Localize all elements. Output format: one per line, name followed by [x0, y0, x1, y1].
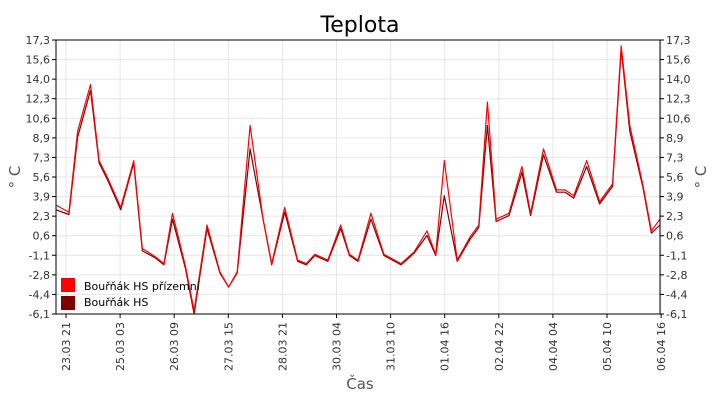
x-tick-label: 25.03 03	[114, 322, 127, 371]
grid-lines	[56, 40, 662, 314]
y-axis-label-left: ° C	[6, 166, 24, 189]
y-tick-label-left: -1,1	[29, 249, 50, 262]
x-tick-label: 28.03 21	[276, 322, 289, 371]
legend-label-series-1: Bouřňák HS přízemní	[84, 280, 201, 293]
y-tick-label-left: 17,3	[26, 34, 51, 47]
y-tick-label-left: 8,9	[33, 132, 51, 145]
y-tick-label-left: 14,0	[26, 73, 51, 86]
legend-label-series-2: Bouřňák HS	[84, 296, 148, 309]
series-lines	[55, 45, 661, 315]
y-tick-label-left: -6,1	[29, 308, 50, 321]
y-tick-label-right: 2,3	[666, 210, 684, 223]
y-tick-label-left: 2,3	[33, 210, 51, 223]
x-tick-label: 23.03 21	[60, 322, 73, 371]
y-tick-label-left: 3,9	[33, 191, 51, 204]
y-tick-label-right: 12,3	[666, 93, 691, 106]
x-tick-labels: 23.03 21 25.03 03 26.03 09 27.03 15 28.03 21…	[60, 314, 668, 371]
y-tick-label-right: 10,6	[666, 112, 691, 125]
x-tick-label: 06.04 16	[655, 322, 668, 371]
y-tick-label-right: 7,3	[666, 151, 684, 164]
x-tick-label: 05.04 10	[601, 322, 614, 371]
y-tick-label-right: 8,9	[666, 132, 684, 145]
legend-swatch-series-2	[61, 296, 75, 310]
series-line-2	[55, 48, 661, 315]
y-tick-label-right: -1,1	[666, 249, 687, 262]
y-tick-label-right: -6,1	[666, 308, 687, 321]
x-tick-label: 30.03 04	[331, 322, 344, 371]
y-tick-label-left: 12,3	[26, 93, 51, 106]
y-tick-label-left: 10,6	[26, 112, 51, 125]
y-tick-label-left: 0,6	[33, 230, 51, 243]
y-tick-label-right: -2,8	[666, 269, 687, 282]
y-tick-label-right: 3,9	[666, 191, 684, 204]
y-tick-label-left: 7,3	[33, 151, 51, 164]
chart-title: Teplota	[320, 13, 400, 38]
y-tick-label-right: 0,6	[666, 230, 684, 243]
series-line-1	[55, 45, 661, 312]
y-tick-label-right: 17,3	[666, 34, 691, 47]
x-tick-label: 27.03 15	[222, 322, 235, 371]
y-tick-label-right: 15,6	[666, 54, 691, 67]
y-tick-label-right: 14,0	[666, 73, 691, 86]
x-tick-label: 02.04 22	[493, 322, 506, 371]
y-tick-label-left: -4,4	[29, 288, 50, 301]
y-tick-label-left: 15,6	[26, 54, 51, 67]
x-axis-label: Čas	[346, 374, 374, 393]
x-tick-label: 01.04 16	[439, 322, 452, 371]
y-tick-labels: 17,3 17,3 15,6 15,6 14,0 14,0 12,3 12,3 10,6 10,6…	[26, 34, 691, 321]
x-tick-label: 31.03 10	[385, 322, 398, 371]
legend: Bouřňák HS přízemní Bouřňák HS	[61, 278, 201, 310]
y-tick-label-right: 5,6	[666, 171, 684, 184]
y-tick-label-right: -4,4	[666, 288, 687, 301]
x-tick-label: 04.04 04	[547, 322, 560, 371]
y-tick-label-left: 5,6	[33, 171, 51, 184]
y-axis-label-right: ° C	[692, 166, 710, 189]
y-tick-label-left: -2,8	[29, 269, 50, 282]
legend-swatch-series-1	[61, 278, 75, 292]
x-tick-label: 26.03 09	[168, 322, 181, 371]
